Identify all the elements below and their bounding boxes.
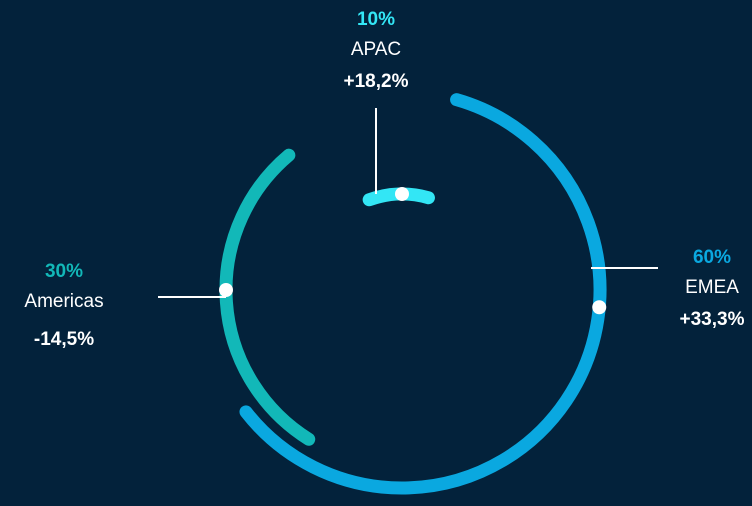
arc-segment <box>219 148 316 446</box>
category-label: APAC <box>351 39 401 60</box>
marker-dot <box>395 187 409 201</box>
value-label: 10% <box>357 9 395 30</box>
marker-dot <box>219 283 233 297</box>
value-label: 60% <box>693 247 731 268</box>
marker-dot <box>592 300 607 315</box>
growth-label: +33,3% <box>680 309 745 330</box>
value-label: 30% <box>45 261 83 282</box>
arc-segment <box>239 93 607 495</box>
category-label: Americas <box>24 291 103 312</box>
category-label: EMEA <box>685 277 739 298</box>
growth-label: -14,5% <box>34 329 94 350</box>
growth-label: +18,2% <box>344 71 409 92</box>
